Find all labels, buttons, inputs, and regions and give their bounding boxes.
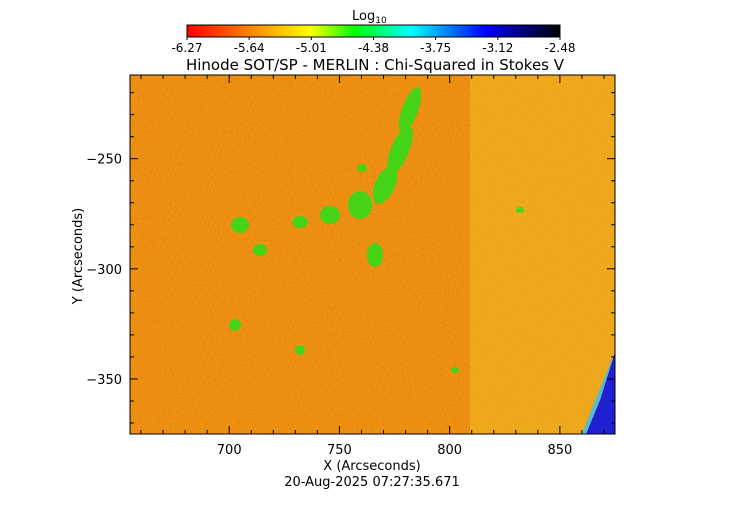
colorbar-tick-label: -4.38 [358,41,389,55]
chart-title: Hinode SOT/SP - MERLIN : Chi-Squared in … [186,56,565,74]
y-tick-label: −350 [86,373,122,388]
heatmap-image [130,75,615,434]
x-axis: 700 750 800 850 [140,75,605,458]
colorbar-tick-label: -5.01 [296,41,327,55]
colorbar-tick-label: -2.48 [544,41,575,55]
y-tick-label: −250 [86,153,122,168]
y-axis-label: Y (Arcseconds) [71,208,86,305]
colorbar [186,24,561,38]
y-axis: −250 −300 −350 [86,92,615,424]
colorbar-tick-label: -5.64 [234,41,265,55]
x-tick-label: 750 [327,443,352,458]
plot-frame [129,74,616,435]
colorbar-label: Log10 [352,9,387,26]
x-tick-label: 800 [437,443,462,458]
x-tick-label: 700 [217,443,242,458]
timestamp: 20-Aug-2025 07:27:35.671 [284,475,460,490]
colorbar-tick-label: -3.12 [482,41,513,55]
colorbar-tick-label: -6.27 [171,41,202,55]
x-tick-label: 850 [547,443,572,458]
colorbar-tick-label: -3.75 [420,41,451,55]
y-tick-label: −300 [86,263,122,278]
x-axis-label: X (Arcseconds) [323,459,420,474]
green-filament [229,87,524,373]
blue-corner [586,352,615,434]
colorbar-ticks: -6.27 -5.64 -5.01 -4.38 -3.75 -3.12 -2.48 [171,37,576,55]
